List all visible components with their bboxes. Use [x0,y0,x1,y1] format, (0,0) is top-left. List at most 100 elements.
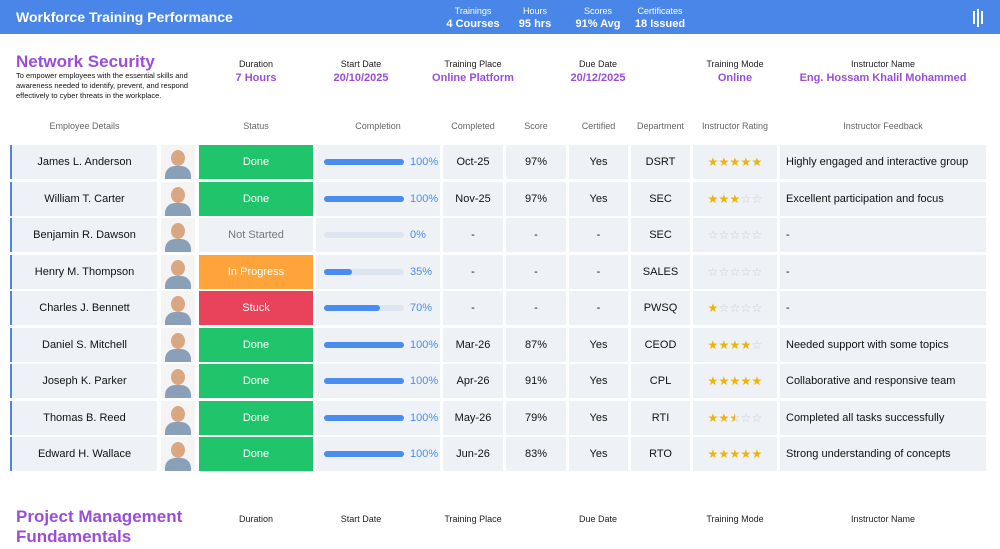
department: CPL [631,364,690,398]
star-fill: ★ [729,448,741,460]
star-fill: ★ [718,156,730,168]
rating-cell: ☆★☆★☆★☆★☆★ [693,218,777,252]
progress-track [324,378,404,384]
avatar-head [171,223,185,239]
column-header: Completed [451,121,495,131]
column-header: Completion [355,121,401,131]
stat-label: Certificates [637,6,683,16]
info-value: Eng. Hossam Khalil Mohammed [799,72,967,84]
certified: - [569,254,628,289]
progress-bar [324,451,404,457]
stat-value: 4 Courses [446,18,500,30]
score: 83% [506,437,566,471]
completed-date: Oct-25 [443,145,503,179]
column-header: Score [524,121,548,131]
info-value: 20/10/2025 [333,72,389,84]
star: ☆★ [707,301,719,315]
star-fill: ★ [718,338,730,351]
progress-bar [324,195,404,202]
star: ☆★ [707,228,719,242]
certified: Yes [569,437,628,471]
info-label: Instructor Name [850,59,916,69]
star-fill: ★ [707,411,719,424]
star: ☆★ [740,191,752,206]
status: Done [199,327,313,362]
star-fill: ★ [707,156,719,168]
info-label: Training Place [444,514,502,524]
status: Done [199,145,313,179]
info-label: Duration [238,514,274,524]
completion-cell: 100% [316,364,440,398]
avatar-body [165,458,191,471]
avatar-body [165,312,191,325]
completed-date: - [443,254,503,289]
employee-name: Benjamin R. Dawson [12,218,157,252]
star: ☆★ [718,374,730,388]
star: ☆★ [707,410,719,425]
completion-cell: 100% [316,181,440,216]
department: RTI [631,400,690,435]
completion-cell: 100% [316,400,440,435]
course-description: To empower employees with the essential … [16,71,189,100]
star: ☆★ [707,155,719,169]
progress-bar [324,305,380,311]
info-label: Due Date [578,514,618,524]
star: ☆★ [751,155,763,169]
star-fill: ★ [707,338,719,351]
star: ☆★ [751,374,763,388]
row-accent [10,291,13,325]
status: Done [199,181,313,216]
column-header: Instructor Rating [701,121,769,131]
progress-bar [324,159,404,165]
completed-date: Nov-25 [443,181,503,216]
completed-date: Apr-26 [443,364,503,398]
star: ☆★ [751,337,763,352]
star: ☆★ [729,447,741,461]
completion-cell: 35% [316,254,440,289]
avatar-body [165,348,191,362]
rating-cell: ☆★☆★☆★☆★☆★ [693,400,777,435]
rating-cell: ☆★☆★☆★☆★☆★ [693,145,777,179]
info-value: Online [717,72,753,84]
feedback: - [780,254,986,289]
progress-bar [324,378,404,384]
completion-label: 70% [410,302,433,314]
star: ☆★ [740,264,752,279]
employee-name: William T. Carter [12,181,157,216]
star: ☆★ [751,410,763,425]
feedback: Highly engaged and interactive group [780,145,986,179]
completion-cell: 100% [316,327,440,362]
info-label: Start Date [340,514,382,524]
row-accent [10,145,13,179]
employee-name: Thomas B. Reed [12,400,157,435]
progress-bar [324,268,352,275]
star: ☆★ [751,264,763,279]
status: Not Started [199,218,313,252]
completion-label: 35% [410,265,433,278]
rating-cell: ☆★☆★☆★☆★☆★ [693,364,777,398]
completion-cell: 70% [316,291,440,325]
avatar-head [171,296,185,312]
star-fill: ★ [718,375,730,387]
score: 91% [506,364,566,398]
avatar-head [171,332,185,349]
info-label: Due Date [578,59,618,69]
star-fill: ★ [740,375,752,387]
star: ☆★ [718,228,730,242]
employee-name: Joseph K. Parker [12,364,157,398]
info-label: Training Mode [706,59,764,69]
feedback: - [780,291,986,325]
row-accent [10,400,13,435]
progress-track [324,268,404,275]
star-fill: ★ [718,411,730,424]
star: ☆★ [718,301,730,315]
star: ☆★ [740,374,752,388]
star: ☆★ [707,374,719,388]
star-fill: ★ [729,338,741,351]
completion-label: 100% [410,192,439,205]
star-fill: ★ [751,156,763,168]
progress-track [324,195,404,202]
feedback: Excellent participation and focus [780,181,986,216]
avatar-body [165,421,191,435]
star: ☆★ [718,447,730,461]
